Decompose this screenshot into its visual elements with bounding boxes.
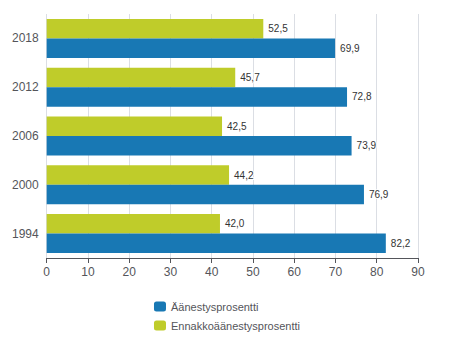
svg-text:44,2: 44,2 [234,170,254,181]
svg-text:69,9: 69,9 [340,43,360,54]
svg-text:50: 50 [246,265,260,279]
svg-text:90: 90 [411,265,425,279]
svg-text:2012: 2012 [12,80,39,94]
svg-text:82,2: 82,2 [391,238,411,249]
svg-text:Ennakkoäänestysprosentti: Ennakkoäänestysprosentti [171,320,300,332]
svg-text:30: 30 [164,265,178,279]
svg-text:1994: 1994 [12,227,39,241]
svg-text:72,8: 72,8 [352,91,372,102]
svg-text:73,9: 73,9 [357,140,377,151]
svg-text:2006: 2006 [12,129,39,143]
svg-text:20: 20 [123,265,137,279]
svg-text:42,5: 42,5 [227,121,247,132]
svg-text:70: 70 [329,265,343,279]
svg-text:2000: 2000 [12,178,39,192]
svg-text:80: 80 [370,265,384,279]
svg-text:76,9: 76,9 [369,189,389,200]
svg-text:40: 40 [205,265,219,279]
svg-text:2018: 2018 [12,31,39,45]
svg-text:45,7: 45,7 [240,72,260,83]
svg-text:0: 0 [43,265,50,279]
svg-text:Äänestysprosentti: Äänestysprosentti [171,301,258,313]
svg-text:42,0: 42,0 [225,218,245,229]
svg-text:60: 60 [288,265,302,279]
svg-text:10: 10 [81,265,95,279]
svg-text:52,5: 52,5 [268,23,288,34]
